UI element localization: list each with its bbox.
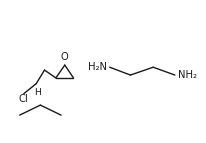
Text: Cl: Cl — [19, 94, 29, 104]
Text: H₂N: H₂N — [87, 62, 106, 72]
Text: H: H — [34, 88, 41, 97]
Text: O: O — [61, 52, 68, 62]
Text: NH₂: NH₂ — [177, 70, 196, 80]
